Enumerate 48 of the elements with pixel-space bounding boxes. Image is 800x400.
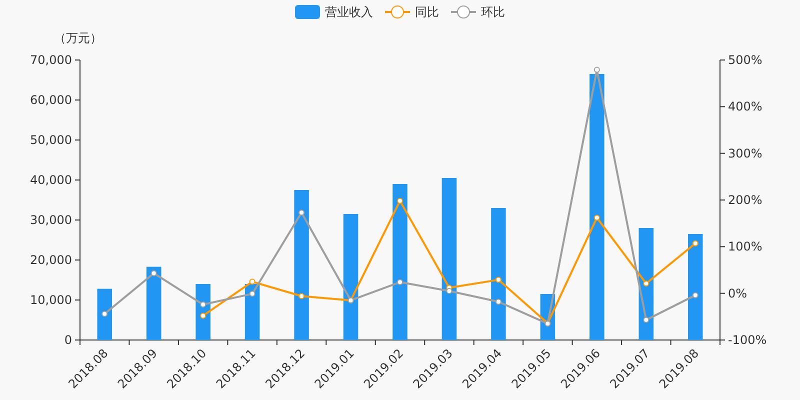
bar: [244, 284, 260, 340]
point: [692, 292, 698, 298]
point: [150, 270, 157, 276]
legend-label: 环比: [481, 5, 505, 19]
y-tick-label: 10,000: [30, 293, 72, 307]
y-tick-label: 60,000: [30, 93, 72, 107]
y2-tick-label: 100%: [728, 240, 762, 254]
y-tick-label: 0: [64, 333, 72, 347]
y-axis-title: （万元）: [54, 31, 102, 45]
point: [249, 290, 256, 297]
bar: [491, 208, 506, 340]
y-tick-label: 50,000: [30, 133, 72, 147]
point: [249, 278, 256, 285]
y2-tick-label: 500%: [728, 53, 762, 67]
legend-label: 营业收入: [325, 5, 373, 19]
y2-tick-label: 200%: [728, 193, 762, 207]
point: [643, 280, 650, 287]
y2-tick-label: 400%: [728, 100, 762, 114]
bar: [97, 288, 112, 340]
point: [643, 316, 650, 323]
point: [298, 293, 305, 300]
y-tick-label: 40,000: [30, 173, 72, 187]
y2-tick-label: 300%: [728, 146, 762, 160]
y-tick-label: 20,000: [30, 253, 72, 267]
y-tick-label: 70,000: [30, 53, 72, 67]
point: [102, 310, 108, 317]
point: [397, 198, 403, 204]
bar: [442, 178, 457, 340]
bar: [590, 74, 604, 340]
point: [200, 302, 206, 308]
y2-tick-label: 0%: [728, 286, 748, 300]
point: [298, 210, 305, 216]
bar: [343, 214, 358, 340]
point: [594, 214, 600, 221]
point: [594, 66, 600, 73]
point: [446, 288, 452, 294]
point: [495, 298, 502, 305]
y2-tick-label: -100%: [728, 333, 767, 347]
point: [692, 240, 698, 246]
bar: [294, 190, 309, 340]
point: [397, 279, 403, 286]
legend-label: 同比: [415, 5, 439, 19]
y-tick-label: 30,000: [30, 213, 72, 227]
bar: [146, 266, 162, 340]
bar: [392, 184, 408, 340]
point: [200, 312, 206, 319]
bar: [688, 234, 703, 340]
point: [495, 276, 502, 283]
